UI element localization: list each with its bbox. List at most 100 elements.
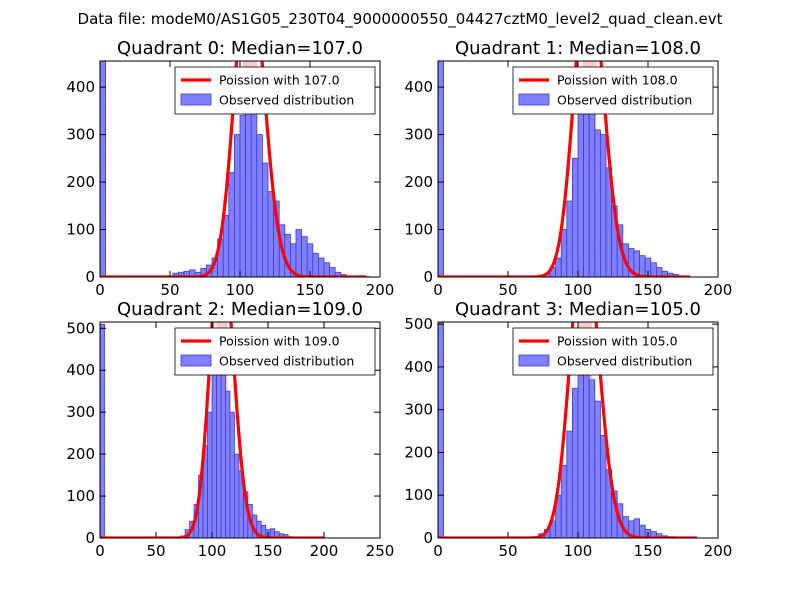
histogram-bar <box>239 115 246 277</box>
x-tick-label: 150 <box>634 542 663 560</box>
histogram-bar <box>572 157 579 277</box>
y-tick-label: 400 <box>66 361 95 379</box>
legend-label-observed: Observed distribution <box>219 93 354 108</box>
y-tick-label: 200 <box>66 445 95 463</box>
x-tick-label: 0 <box>433 281 443 299</box>
y-tick-label: 200 <box>66 173 95 191</box>
panel-quadrant-0: Quadrant 0: Median=107.0 0 50 100 150 200 0 100… <box>66 38 395 299</box>
figure-suptitle: Data file: modeM0/AS1G05_230T04_90000005… <box>78 10 723 29</box>
x-tick-label: 200 <box>310 542 339 560</box>
y-tick-label: 0 <box>85 268 95 286</box>
y-tick-label: 100 <box>404 221 433 239</box>
histogram-bar <box>600 434 607 538</box>
x-tick-label: 200 <box>704 281 733 299</box>
y-tick-label: 200 <box>404 173 433 191</box>
histogram-bar <box>229 411 235 538</box>
histogram-bar <box>577 362 584 538</box>
x-tick-label: 50 <box>498 281 517 299</box>
histogram-bar <box>233 453 240 538</box>
y-tick-label: 300 <box>66 126 95 144</box>
histogram-bar <box>295 229 302 277</box>
y-tick-label: 300 <box>404 126 433 144</box>
y-tick-label: 0 <box>85 529 95 547</box>
x-tick-label: 0 <box>95 542 105 560</box>
histogram-bar <box>594 129 601 277</box>
histogram-bar <box>560 464 568 538</box>
histogram-bar <box>323 262 330 277</box>
histogram-bar <box>588 86 596 277</box>
legend-box <box>174 327 376 376</box>
panel-title: Quadrant 0: Median=107.0 <box>117 38 363 59</box>
y-tick-label: 0 <box>423 529 433 547</box>
x-tick-label: 50 <box>160 281 179 299</box>
y-tick-label: 500 <box>66 319 95 337</box>
x-tick-label: 150 <box>254 542 283 560</box>
legend-bar-swatch <box>180 93 212 106</box>
x-tick-label: 200 <box>366 281 395 299</box>
y-tick-label: 100 <box>66 221 95 239</box>
legend-label-poisson: Poission with 105.0 <box>557 334 678 349</box>
y-tick-label: 400 <box>66 78 95 96</box>
legend: Poission with 109.0 Observed distribution <box>174 327 376 376</box>
histogram-bar <box>572 387 579 538</box>
x-tick-label: 150 <box>634 281 663 299</box>
histogram-bar <box>560 229 568 277</box>
plot-area <box>100 322 325 538</box>
legend-box <box>512 66 714 115</box>
histogram-bar <box>438 61 444 277</box>
x-tick-label: 50 <box>146 542 165 560</box>
panel-title: Quadrant 2: Median=109.0 <box>117 299 363 320</box>
plot-area <box>438 322 698 538</box>
legend-bar-swatch <box>180 354 212 367</box>
histogram-bar <box>566 200 573 277</box>
legend-label-poisson: Poission with 109.0 <box>219 334 340 349</box>
panel-quadrant-1: Quadrant 1: Median=108.0 0 50 100 150 200 0 100… <box>404 38 733 299</box>
legend-box <box>174 66 376 115</box>
y-tick-label: 100 <box>404 486 433 504</box>
histogram-bar <box>650 262 657 277</box>
histogram-bar <box>261 162 269 277</box>
histogram-bar <box>588 379 596 538</box>
axes-frame <box>99 321 381 539</box>
histogram-bar <box>577 105 584 277</box>
x-tick-label: 100 <box>564 281 593 299</box>
panel-quadrant-2: Quadrant 2: Median=109.0 0 50 100 150 200 250 0… <box>66 299 395 560</box>
legend-box <box>512 327 714 376</box>
histogram-bar <box>639 255 646 277</box>
histogram-bar <box>233 134 241 277</box>
histogram-bar <box>317 257 325 277</box>
legend-label-observed: Observed distribution <box>557 93 692 108</box>
panel-quadrant-3: Quadrant 3: Median=105.0 0 50 100 150 200 0 100… <box>404 299 733 560</box>
x-tick-label: 0 <box>95 281 105 299</box>
x-tick-label: 100 <box>226 281 255 299</box>
panel-title: Quadrant 3: Median=105.0 <box>455 299 701 320</box>
histogram-bar <box>100 323 105 538</box>
y-tick-label: 400 <box>404 78 433 96</box>
x-tick-label: 200 <box>704 542 733 560</box>
histogram-bar <box>250 105 258 277</box>
subplot-grid: Quadrant 0: Median=107.0 0 50 100 150 200 0 100… <box>66 38 733 560</box>
histogram-bar <box>301 236 308 277</box>
y-tick-label: 200 <box>404 443 433 461</box>
legend-label-poisson: Poission with 108.0 <box>557 73 678 88</box>
legend-label-observed: Observed distribution <box>557 354 692 369</box>
legend: Poission with 105.0 Observed distribution <box>512 327 714 376</box>
x-tick-label: 250 <box>366 542 395 560</box>
histogram-bar <box>256 134 263 277</box>
histogram-bar <box>583 349 590 538</box>
histogram-bar <box>633 518 640 538</box>
histogram-bar <box>100 61 106 277</box>
x-tick-label: 100 <box>198 542 227 560</box>
y-tick-label: 300 <box>66 403 95 421</box>
legend: Poission with 107.0 Observed distribution <box>174 66 376 115</box>
x-tick-label: 150 <box>296 281 325 299</box>
histogram-bar <box>312 252 319 277</box>
histogram-bar <box>222 214 230 277</box>
legend-label-observed: Observed distribution <box>219 354 354 369</box>
x-tick-label: 50 <box>498 542 517 560</box>
legend-bar-swatch <box>518 354 550 367</box>
y-tick-label: 300 <box>404 401 433 419</box>
y-tick-label: 500 <box>404 315 433 333</box>
histogram-bar <box>228 172 235 277</box>
